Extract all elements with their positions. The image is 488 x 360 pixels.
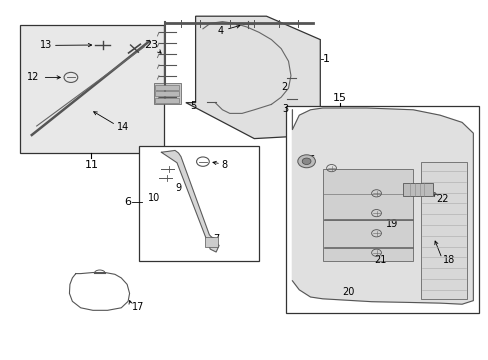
Polygon shape xyxy=(292,108,472,304)
Bar xyxy=(20,25,163,153)
Bar xyxy=(403,183,432,196)
Text: 15: 15 xyxy=(332,93,346,103)
Text: 2: 2 xyxy=(281,82,287,93)
Bar xyxy=(154,83,181,104)
Bar xyxy=(322,169,412,261)
Text: 11: 11 xyxy=(84,160,98,170)
Bar xyxy=(205,237,217,247)
Text: 23: 23 xyxy=(144,40,158,50)
Text: 16: 16 xyxy=(304,155,316,165)
Text: 18: 18 xyxy=(442,255,454,265)
Bar xyxy=(285,106,478,313)
Text: 4: 4 xyxy=(217,26,224,36)
Text: 13: 13 xyxy=(40,40,52,50)
Polygon shape xyxy=(161,150,219,252)
Bar xyxy=(139,146,259,261)
Bar xyxy=(155,91,179,96)
Text: 21: 21 xyxy=(373,255,386,265)
Text: 22: 22 xyxy=(436,194,448,204)
Text: 12: 12 xyxy=(27,72,39,82)
Text: 19: 19 xyxy=(386,219,398,229)
Bar xyxy=(420,162,466,299)
Text: 9: 9 xyxy=(175,183,181,193)
Text: 3: 3 xyxy=(282,104,288,114)
Text: 7: 7 xyxy=(212,234,219,244)
Circle shape xyxy=(297,155,315,168)
Text: 17: 17 xyxy=(132,302,144,312)
Text: 1: 1 xyxy=(323,54,329,64)
Circle shape xyxy=(302,158,310,165)
Text: 6: 6 xyxy=(124,197,131,207)
Text: 20: 20 xyxy=(342,287,354,297)
Bar xyxy=(155,85,179,90)
Text: 5: 5 xyxy=(189,101,196,111)
Bar xyxy=(155,98,179,103)
Polygon shape xyxy=(185,16,320,139)
Polygon shape xyxy=(69,273,129,310)
Text: 10: 10 xyxy=(148,193,160,203)
Text: 8: 8 xyxy=(221,159,227,170)
Text: 14: 14 xyxy=(117,122,129,132)
